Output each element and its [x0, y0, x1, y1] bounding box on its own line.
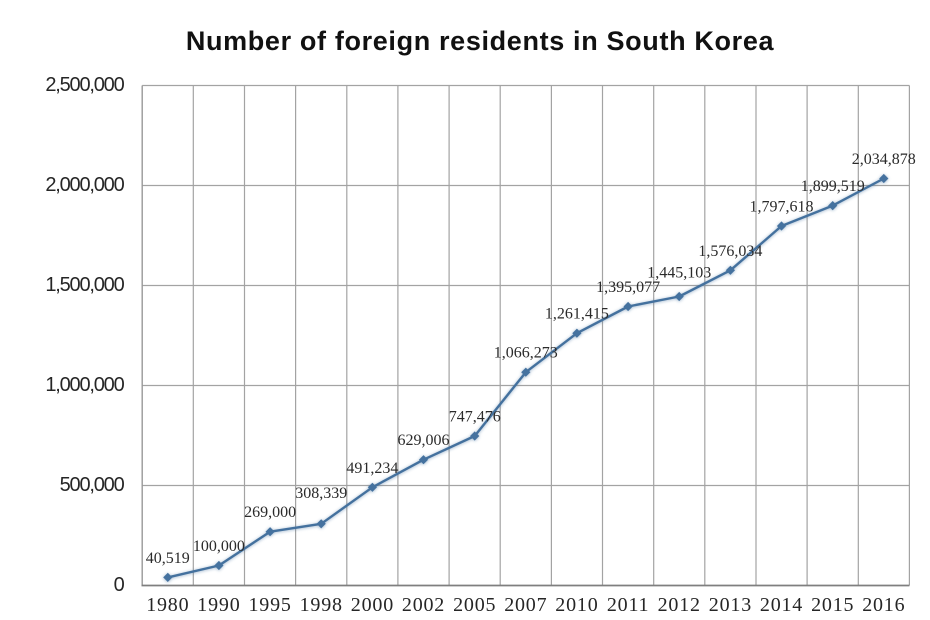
- svg-text:2013: 2013: [709, 594, 752, 616]
- svg-text:1,899,519: 1,899,519: [801, 178, 865, 195]
- svg-text:500,000: 500,000: [60, 474, 125, 496]
- svg-text:1,576,034: 1,576,034: [698, 243, 762, 260]
- svg-text:2007: 2007: [504, 594, 547, 616]
- svg-text:0: 0: [114, 574, 125, 596]
- svg-text:2015: 2015: [811, 594, 854, 616]
- svg-text:1980: 1980: [146, 594, 189, 616]
- svg-text:2010: 2010: [555, 594, 598, 616]
- svg-text:100,000: 100,000: [193, 538, 245, 555]
- svg-text:1,066,273: 1,066,273: [494, 345, 558, 362]
- svg-text:1,797,618: 1,797,618: [750, 199, 814, 216]
- svg-text:2005: 2005: [453, 594, 496, 616]
- svg-text:1998: 1998: [300, 594, 343, 616]
- svg-text:1,445,103: 1,445,103: [647, 265, 711, 282]
- svg-text:629,006: 629,006: [398, 432, 450, 449]
- svg-text:2016: 2016: [862, 594, 905, 616]
- svg-text:Number of foreign residents in: Number of foreign residents in South Kor…: [186, 26, 775, 56]
- svg-text:2012: 2012: [658, 594, 701, 616]
- svg-text:308,339: 308,339: [295, 485, 347, 502]
- svg-text:2011: 2011: [607, 594, 649, 616]
- svg-text:40,519: 40,519: [146, 550, 190, 567]
- svg-text:2,500,000: 2,500,000: [45, 74, 124, 96]
- svg-text:2000: 2000: [351, 594, 394, 616]
- svg-text:1,500,000: 1,500,000: [45, 274, 124, 296]
- svg-text:1,395,077: 1,395,077: [596, 279, 660, 296]
- svg-text:1,000,000: 1,000,000: [45, 374, 124, 396]
- svg-text:2014: 2014: [760, 594, 803, 616]
- svg-text:2,034,878: 2,034,878: [852, 151, 916, 168]
- svg-text:2002: 2002: [402, 594, 445, 616]
- svg-text:1990: 1990: [197, 594, 240, 616]
- svg-text:269,000: 269,000: [244, 504, 296, 521]
- svg-text:1,261,415: 1,261,415: [545, 306, 609, 323]
- svg-text:2,000,000: 2,000,000: [45, 174, 124, 196]
- svg-text:1995: 1995: [248, 594, 291, 616]
- svg-text:491,234: 491,234: [346, 460, 398, 477]
- svg-text:747,476: 747,476: [449, 409, 501, 426]
